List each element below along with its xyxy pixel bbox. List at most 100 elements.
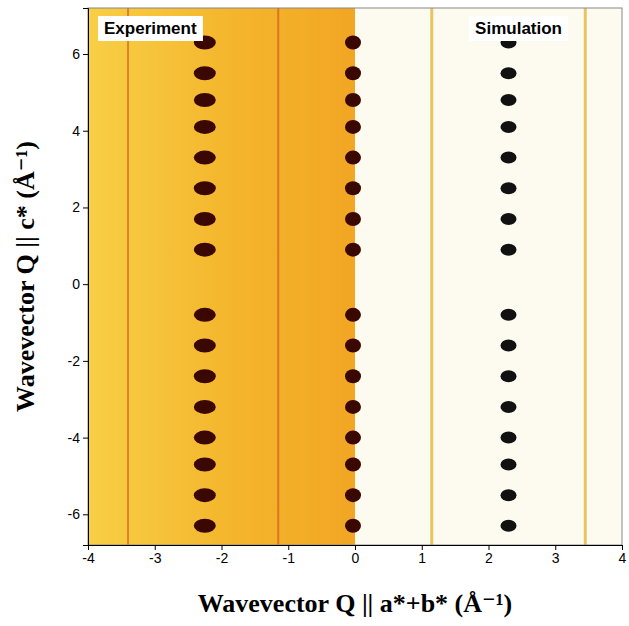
y-axis-line — [83, 9, 89, 546]
bragg-spot — [194, 308, 216, 322]
bragg-spot — [194, 181, 216, 195]
panel-label-box — [469, 16, 568, 41]
bragg-spot — [501, 401, 517, 413]
series-2 — [501, 37, 517, 532]
bragg-spot — [194, 120, 216, 134]
panel-label: Experiment — [98, 16, 203, 41]
x-tick: -3 — [149, 545, 162, 566]
diffuse-rod — [584, 8, 587, 545]
experiment-background — [88, 8, 355, 545]
bragg-spot — [345, 120, 361, 134]
bragg-spot — [501, 370, 517, 382]
y-tick-mark — [83, 207, 88, 208]
y-tick-mark — [83, 54, 88, 55]
y-tick-label: 4 — [72, 123, 80, 139]
y-tick-label: -6 — [68, 506, 81, 522]
x-axis-title: Wavevector Q || a*+b* (Å⁻¹) — [198, 589, 512, 618]
y-tick: 0 — [72, 276, 88, 292]
bragg-spot — [345, 212, 361, 226]
bragg-spot — [501, 213, 517, 225]
y-tick-label: -2 — [68, 353, 81, 369]
bragg-spot — [194, 519, 216, 533]
bragg-spot — [345, 431, 361, 445]
bragg-spot — [345, 36, 361, 50]
panel-label: Simulation — [469, 16, 568, 41]
diffuse-rod — [127, 8, 129, 545]
panel-label-box — [98, 16, 203, 41]
x-tick-label: -2 — [216, 550, 229, 566]
panel-label-text: Simulation — [475, 19, 562, 38]
bragg-spot — [345, 151, 361, 165]
chart: -4 -3 -2 -1 0 1 2 3 4 -6 -4 -2 0 2 4 6 Experiment Simulat… — [0, 0, 629, 626]
y-tick-label: 6 — [72, 46, 80, 62]
y-tick-label: 2 — [72, 199, 80, 215]
bragg-spot — [345, 181, 361, 195]
x-tick-label: 4 — [619, 550, 627, 566]
bragg-spot — [194, 243, 216, 257]
diffuse-rod — [430, 8, 433, 545]
y-tick-mark — [83, 361, 88, 362]
bragg-spot — [194, 93, 216, 107]
y-axis: -6 -4 -2 0 2 4 6 — [68, 9, 89, 546]
bragg-spot — [345, 308, 361, 322]
bragg-spot — [501, 458, 517, 470]
x-tick-label: 2 — [485, 550, 493, 566]
y-axis-title: Wavevector Q || c* (Å⁻¹) — [11, 141, 40, 412]
bragg-spot — [345, 457, 361, 471]
bragg-spot — [501, 340, 517, 352]
x-tick-label: 0 — [352, 550, 360, 566]
simulation-background — [355, 8, 622, 545]
x-tick-label: 3 — [552, 550, 560, 566]
bragg-spot — [194, 151, 216, 165]
plot-content — [88, 8, 622, 545]
y-tick-mark — [83, 131, 88, 132]
diffuse-rod — [277, 8, 279, 545]
bragg-spot — [501, 152, 517, 164]
y-tick: -2 — [68, 353, 88, 369]
y-tick: -6 — [68, 506, 88, 522]
bragg-spot — [501, 489, 517, 501]
bragg-spot — [501, 121, 517, 133]
y-tick-label: 0 — [72, 276, 80, 292]
x-tick: 2 — [485, 545, 493, 566]
x-tick: 0 — [352, 545, 360, 566]
y-tick-mark — [83, 438, 88, 439]
bragg-spot — [194, 488, 216, 502]
bragg-spot — [501, 520, 517, 532]
y-tick: 6 — [72, 46, 88, 62]
x-tick: -4 — [82, 545, 95, 566]
x-tick: 1 — [418, 545, 426, 566]
y-tick-mark — [83, 514, 88, 515]
bragg-spot — [345, 488, 361, 502]
bragg-spot — [501, 244, 517, 256]
panel-label-text: Experiment — [104, 19, 197, 38]
bragg-spot — [345, 243, 361, 257]
bragg-spot — [345, 400, 361, 414]
bragg-spot — [501, 309, 517, 321]
bragg-spot — [194, 400, 216, 414]
x-tick: -1 — [283, 545, 296, 566]
bragg-spot — [345, 339, 361, 353]
bragg-spot — [345, 93, 361, 107]
plot-area: -4 -3 -2 -1 0 1 2 3 4 -6 -4 -2 0 2 4 6 Experiment Simulat… — [68, 8, 627, 566]
y-tick-mark — [83, 284, 88, 285]
y-tick: -4 — [68, 430, 88, 446]
bragg-spot — [501, 94, 517, 106]
bragg-spot — [194, 339, 216, 353]
y-tick-label: -4 — [68, 430, 81, 446]
bragg-spot — [194, 66, 216, 80]
bragg-spot — [345, 66, 361, 80]
bragg-spot — [345, 369, 361, 383]
bragg-spot — [194, 212, 216, 226]
bragg-spot — [501, 67, 517, 79]
series-1 — [194, 36, 361, 533]
bragg-spot — [501, 432, 517, 444]
x-tick: 4 — [619, 545, 627, 566]
y-tick: 4 — [72, 123, 88, 139]
x-axis: -4 -3 -2 -1 0 1 2 3 4 — [82, 545, 626, 566]
x-tick-label: -4 — [82, 550, 95, 566]
bragg-spot — [194, 457, 216, 471]
bragg-spot — [194, 431, 216, 445]
y-tick: 2 — [72, 199, 88, 215]
x-tick-label: 1 — [418, 550, 426, 566]
